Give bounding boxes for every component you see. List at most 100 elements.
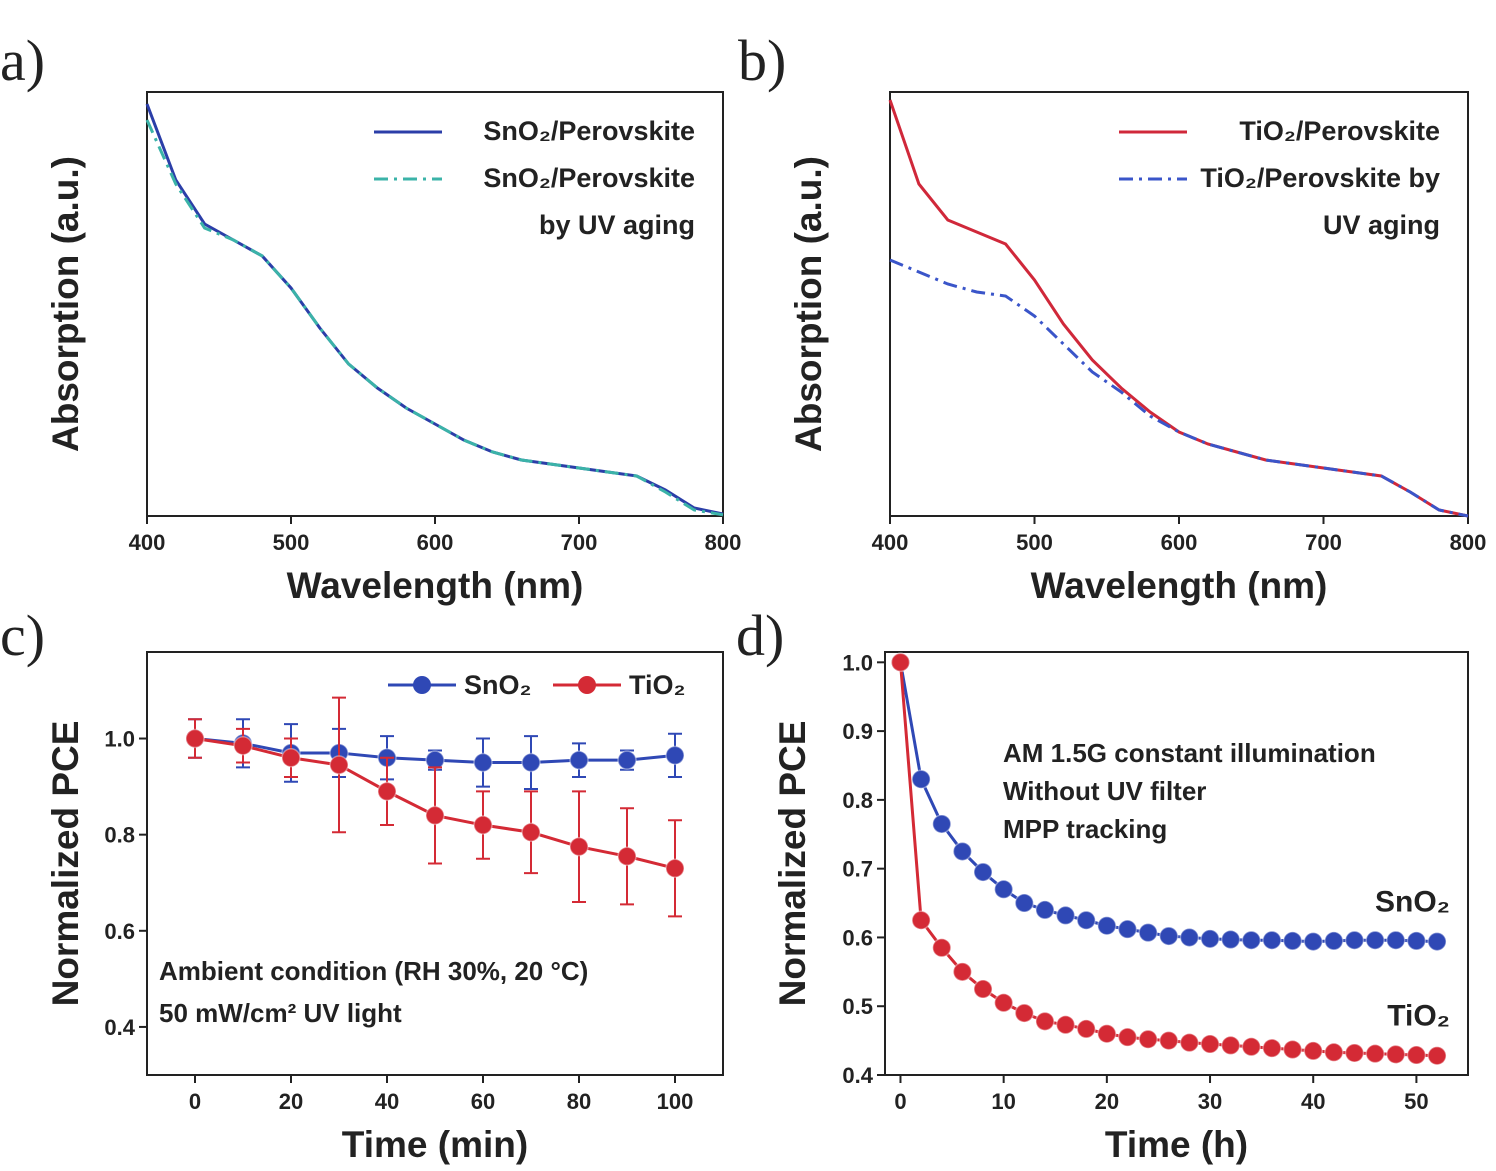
x-tick-label: 10 xyxy=(991,1089,1015,1114)
series-line xyxy=(888,99,1469,518)
marker xyxy=(1241,1037,1262,1057)
x-axis-title: Time (h) xyxy=(1105,1124,1248,1165)
y-tick-label: 0.8 xyxy=(104,823,135,848)
y-axis-title: Absorption (a.u.) xyxy=(45,156,86,452)
marker xyxy=(1344,930,1365,950)
y-tick-label: 0.9 xyxy=(842,719,873,744)
marker xyxy=(993,879,1014,900)
y-tick-label: 1.0 xyxy=(842,650,873,675)
marker xyxy=(1406,931,1427,951)
x-tick-label: 500 xyxy=(1016,530,1053,555)
marker xyxy=(1117,919,1138,939)
x-tick-label: 400 xyxy=(872,530,909,555)
marker xyxy=(1344,1043,1365,1063)
x-tick-label: 50 xyxy=(1404,1089,1428,1114)
annotation: Without UV filter xyxy=(1003,776,1206,806)
marker xyxy=(1035,1011,1055,1032)
marker xyxy=(1055,905,1076,926)
legend-label: TiO₂/Perovskite by UV aging xyxy=(1200,163,1440,240)
y-tick-label: 1.0 xyxy=(104,727,135,752)
marker xyxy=(377,781,397,802)
y-axis-title: Absorption (a.u.) xyxy=(788,156,829,452)
marker xyxy=(952,841,973,862)
marker xyxy=(665,745,685,766)
x-tick-label: 800 xyxy=(1450,530,1487,555)
marker xyxy=(1159,926,1179,946)
y-tick-label: 0.5 xyxy=(842,994,873,1019)
marker xyxy=(1200,1034,1220,1054)
marker xyxy=(425,805,445,826)
marker xyxy=(973,979,993,999)
y-tick-label: 0.8 xyxy=(842,788,873,813)
marker xyxy=(1076,910,1096,930)
legend-label: SnO₂/Perovskite xyxy=(483,116,695,146)
marker xyxy=(952,962,973,982)
marker xyxy=(890,652,911,673)
series-line xyxy=(889,258,1469,518)
marker xyxy=(1241,930,1262,950)
x-tick-label: 700 xyxy=(1305,530,1342,555)
x-axis-title: Wavelength (nm) xyxy=(287,565,584,606)
x-tick-label: 30 xyxy=(1198,1089,1222,1114)
x-tick-label: 60 xyxy=(471,1089,495,1114)
y-tick-label: 0.4 xyxy=(104,1015,135,1040)
marker xyxy=(233,735,253,756)
plot-frame xyxy=(884,651,1469,1076)
marker xyxy=(973,862,993,882)
y-tick-label: 0.4 xyxy=(842,1063,873,1088)
x-tick-label: 100 xyxy=(657,1089,694,1114)
marker xyxy=(1179,1032,1200,1053)
marker xyxy=(473,752,493,773)
marker xyxy=(1138,922,1158,943)
marker xyxy=(1386,930,1406,950)
marker xyxy=(1035,900,1055,920)
marker xyxy=(1324,931,1344,951)
marker xyxy=(1365,930,1385,950)
marker xyxy=(1282,1039,1303,1060)
legend-label: SnO₂ xyxy=(464,670,532,700)
panel-label: b) xyxy=(738,28,786,93)
y-axis-title: Normalized PCE xyxy=(772,721,813,1007)
panel-label: c) xyxy=(0,603,45,668)
marker xyxy=(1014,1003,1035,1023)
marker xyxy=(521,752,541,773)
marker xyxy=(993,993,1014,1013)
marker xyxy=(1117,1027,1138,1047)
legend-label: SnO₂/Perovskite by UV aging xyxy=(483,163,695,240)
marker xyxy=(1014,893,1035,913)
x-tick-label: 800 xyxy=(705,530,742,555)
legend-marker xyxy=(413,676,431,694)
marker xyxy=(932,814,952,834)
x-tick-label: 600 xyxy=(1161,530,1198,555)
marker xyxy=(1386,1044,1406,1065)
marker xyxy=(1324,1042,1344,1063)
x-tick-label: 500 xyxy=(273,530,310,555)
plot-frame xyxy=(146,651,724,1076)
marker xyxy=(1303,1041,1323,1061)
panel-label: d) xyxy=(736,603,784,668)
marker xyxy=(617,846,637,867)
panel-label: a) xyxy=(0,28,45,93)
series-label: TiO₂ xyxy=(1387,1000,1450,1033)
marker xyxy=(1427,1045,1447,1066)
marker xyxy=(1303,931,1323,952)
x-tick-label: 0 xyxy=(894,1089,906,1114)
marker xyxy=(1282,931,1303,951)
marker xyxy=(1220,1035,1241,1056)
x-tick-label: 700 xyxy=(561,530,598,555)
marker xyxy=(1179,927,1200,948)
marker xyxy=(665,858,685,879)
marker xyxy=(1262,930,1282,950)
annotation: MPP tracking xyxy=(1003,814,1167,844)
marker xyxy=(1076,1019,1096,1039)
x-tick-label: 600 xyxy=(417,530,454,555)
x-tick-label: 20 xyxy=(279,1089,303,1114)
x-tick-label: 80 xyxy=(567,1089,591,1114)
x-tick-label: 0 xyxy=(189,1089,201,1114)
marker xyxy=(1097,1023,1117,1044)
marker xyxy=(569,750,589,770)
x-tick-label: 20 xyxy=(1095,1089,1119,1114)
y-axis-title: Normalized PCE xyxy=(45,721,86,1007)
